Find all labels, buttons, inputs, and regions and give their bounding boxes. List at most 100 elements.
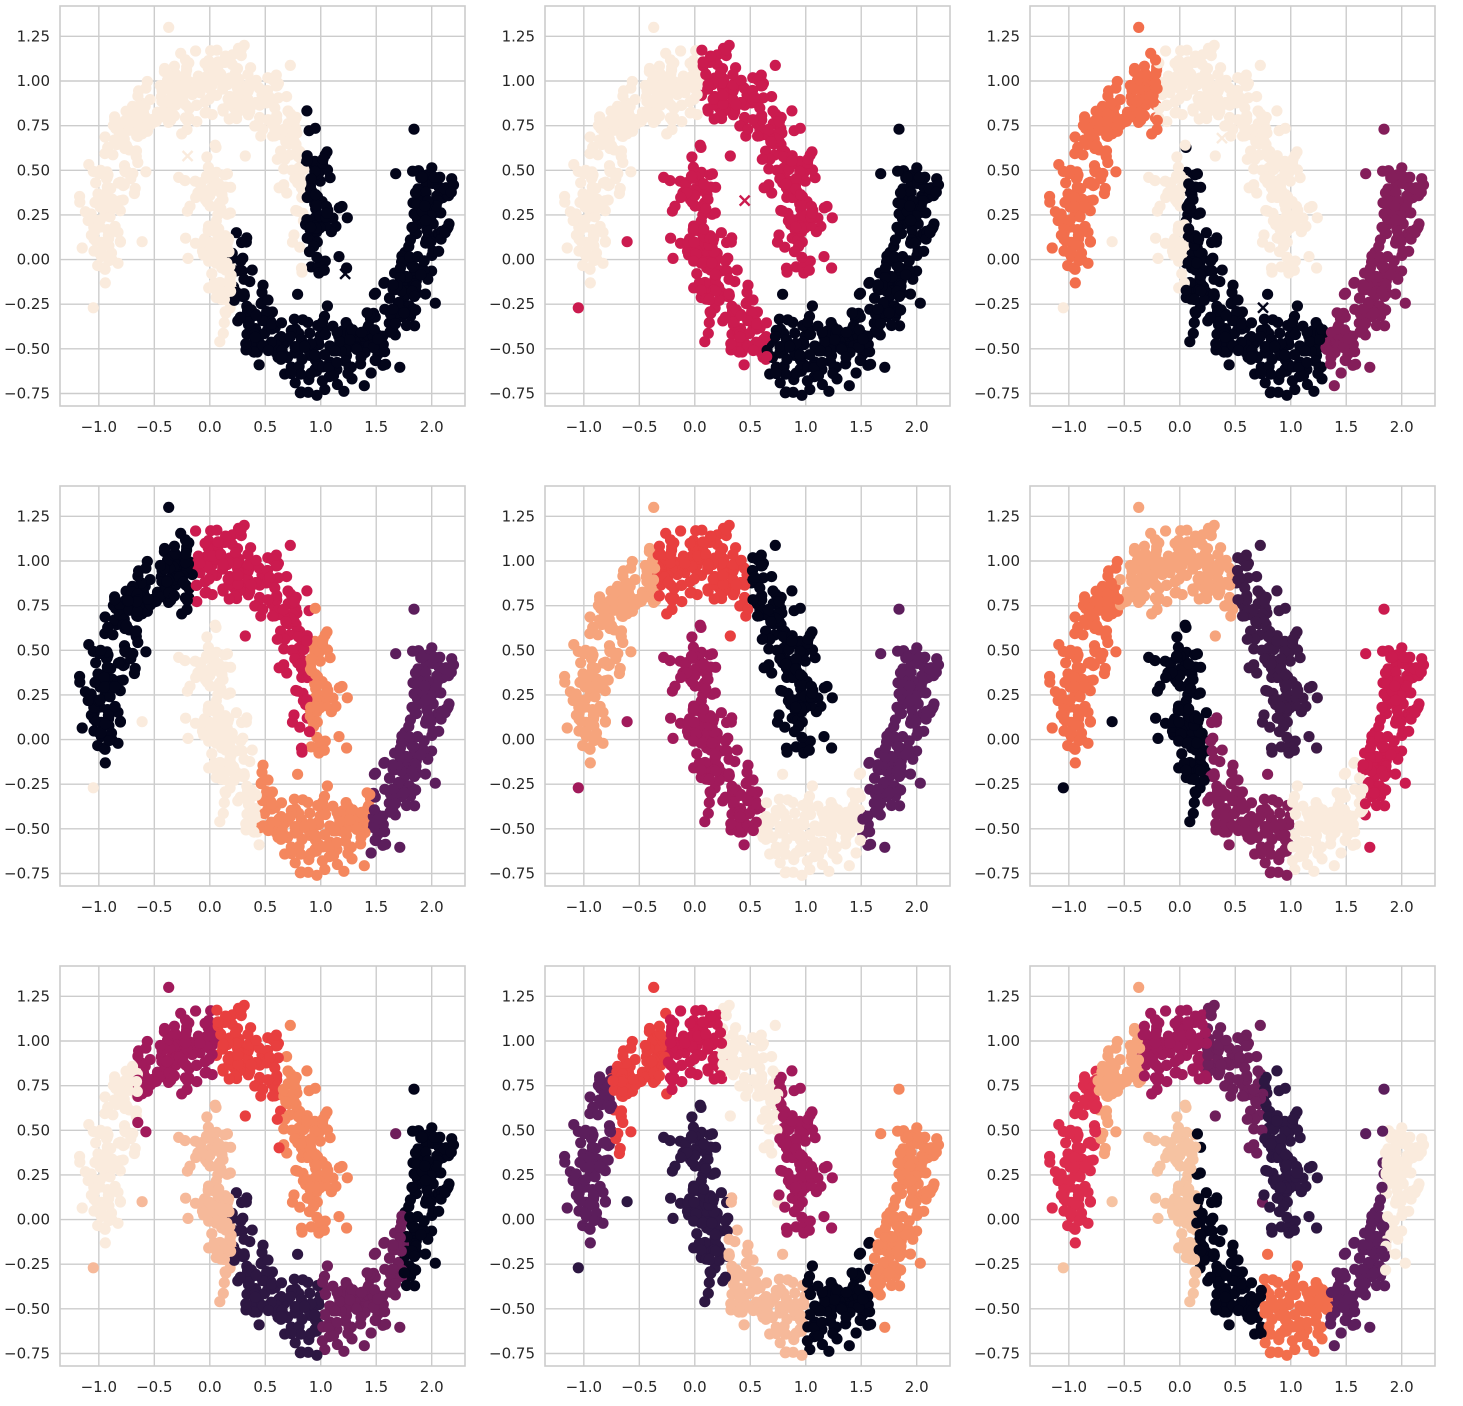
data-point (573, 302, 584, 313)
data-point (1403, 246, 1414, 257)
data-point (688, 256, 699, 267)
data-point (359, 380, 370, 391)
data-point (77, 242, 88, 253)
data-point (1173, 256, 1184, 267)
data-point (826, 742, 837, 753)
data-point (201, 171, 212, 182)
data-point (587, 661, 598, 672)
data-point (417, 172, 428, 183)
x-tick-label: 1.0 (309, 898, 333, 916)
data-point (109, 594, 120, 605)
data-point (736, 310, 747, 321)
y-tick-label: −0.75 (4, 385, 50, 403)
data-point (1289, 265, 1300, 276)
data-point (225, 687, 236, 698)
data-point (1161, 116, 1172, 127)
data-point (754, 102, 765, 113)
data-point (1312, 212, 1323, 223)
data-point (594, 114, 605, 125)
data-point (107, 629, 118, 640)
data-point (1244, 182, 1255, 193)
data-point (280, 616, 291, 627)
data-point (346, 804, 357, 815)
x-tick-label: 0.5 (253, 898, 277, 916)
data-point (100, 611, 111, 622)
data-point (1287, 375, 1298, 386)
data-point (1208, 288, 1219, 299)
data-point (807, 300, 818, 311)
data-point (140, 646, 151, 657)
data-point (1183, 56, 1194, 67)
data-point (686, 151, 697, 162)
data-point (238, 274, 249, 285)
data-point (598, 658, 609, 669)
data-point (440, 227, 451, 238)
data-point (301, 156, 312, 167)
data-point (1357, 304, 1368, 315)
data-point (131, 145, 142, 156)
data-point (1239, 102, 1250, 113)
data-point (715, 547, 726, 558)
data-point (1387, 172, 1398, 183)
data-point (815, 345, 826, 356)
data-point (297, 314, 308, 325)
data-point (767, 585, 778, 596)
data-point (390, 798, 401, 809)
data-point (446, 187, 457, 198)
data-point (1340, 288, 1351, 299)
data-point (1110, 166, 1121, 177)
data-point (725, 150, 736, 161)
data-point (319, 829, 330, 840)
data-point (330, 345, 341, 356)
data-point (794, 349, 805, 360)
data-point (321, 688, 332, 699)
data-point (1262, 289, 1273, 300)
data-point (190, 525, 201, 536)
data-point (790, 368, 801, 379)
data-point (717, 90, 728, 101)
data-point (163, 502, 174, 513)
data-point (675, 192, 686, 203)
data-point (1385, 269, 1396, 280)
data-point (113, 658, 124, 669)
y-tick-label: 1.25 (987, 27, 1020, 45)
data-point (223, 573, 234, 584)
x-tick-label: 2.0 (420, 898, 444, 916)
data-point (1173, 94, 1184, 105)
data-point (225, 269, 236, 280)
data-point (405, 234, 416, 245)
data-point (1298, 370, 1309, 381)
data-point (102, 661, 113, 672)
data-point (1152, 206, 1163, 217)
data-point (584, 681, 595, 692)
data-point (292, 769, 303, 780)
centroid-marker (183, 151, 193, 161)
data-point (590, 691, 601, 702)
data-point (322, 300, 333, 311)
y-tick-label: −0.50 (489, 340, 535, 358)
data-point (875, 168, 886, 179)
data-point (407, 166, 418, 177)
x-tick-label: 0.0 (198, 898, 222, 916)
data-point (705, 308, 716, 319)
data-point (180, 233, 191, 244)
data-point (338, 866, 349, 877)
data-point (605, 166, 616, 177)
data-point (698, 536, 709, 547)
data-point (782, 314, 793, 325)
data-point (720, 256, 731, 267)
data-point (1150, 68, 1161, 79)
data-point (1148, 97, 1159, 108)
data-point (727, 69, 738, 80)
data-point (765, 616, 776, 627)
data-point (1183, 178, 1194, 189)
data-point (110, 701, 121, 712)
data-point (1183, 223, 1194, 234)
data-point (1290, 329, 1301, 340)
data-point (121, 620, 132, 631)
data-point (272, 154, 283, 165)
data-point (169, 541, 180, 552)
data-point (873, 279, 884, 290)
data-point (775, 205, 786, 216)
data-point (821, 681, 832, 692)
